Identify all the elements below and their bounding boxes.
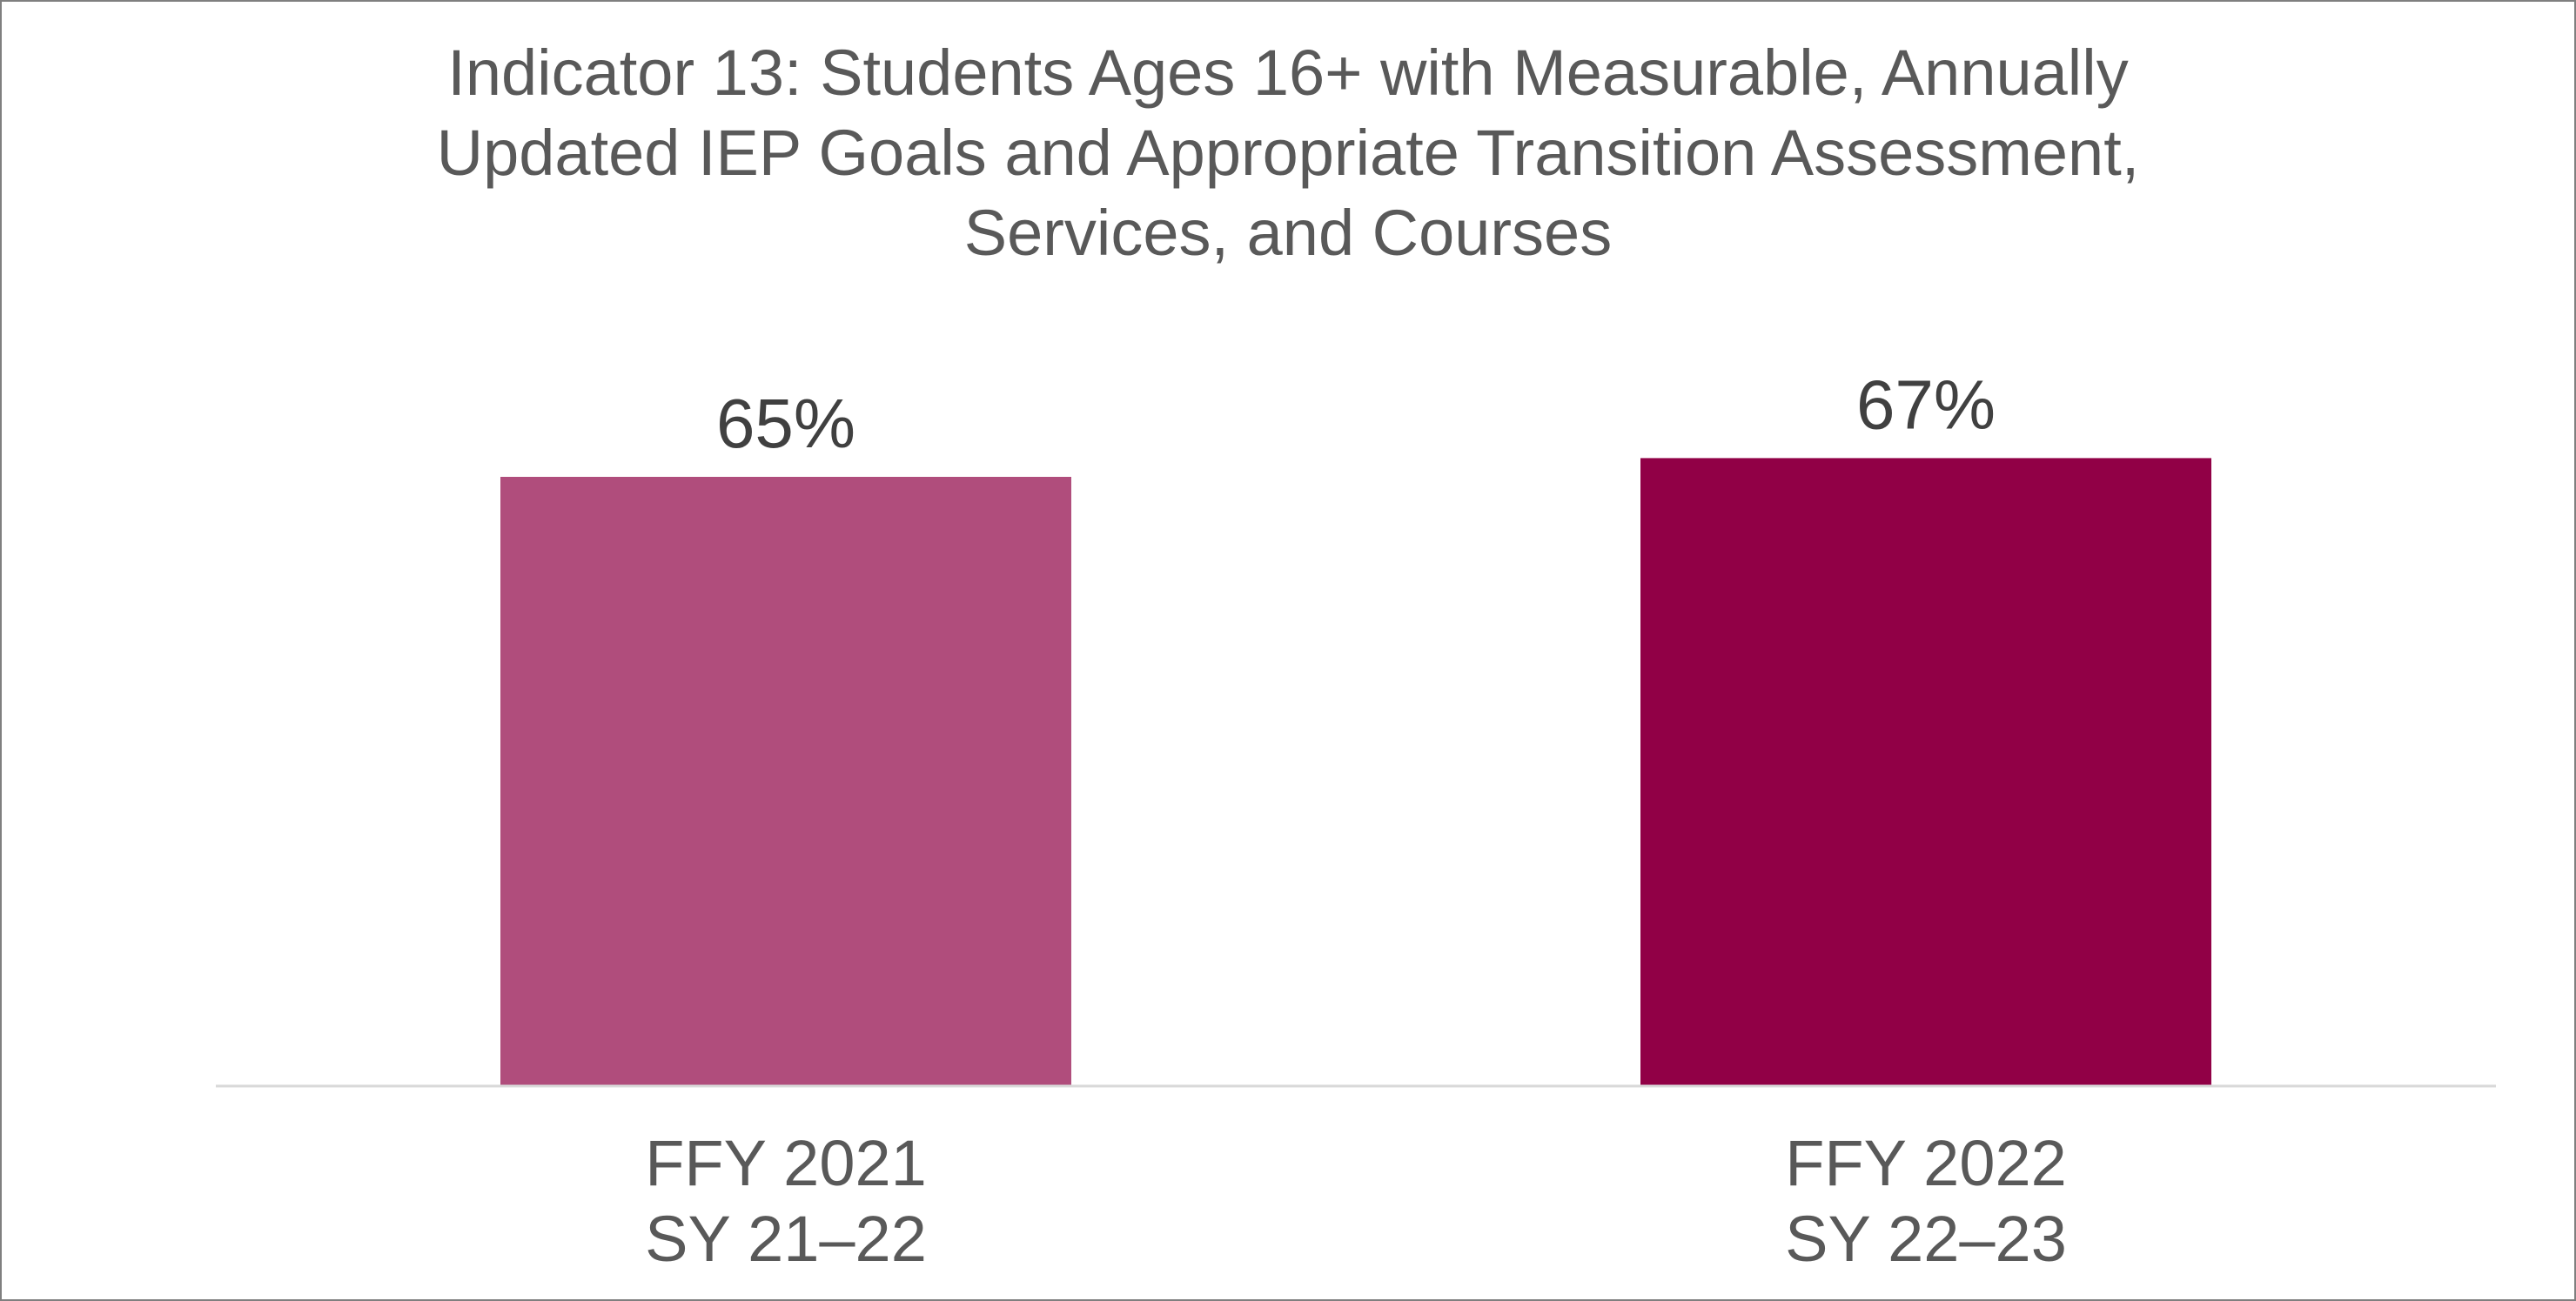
data-label-2: 67% [1856,365,1996,443]
x-tick-label-2-line-1: FFY 2022 [1785,1127,2067,1199]
x-tick-label-1-line-1: FFY 2021 [645,1127,927,1199]
x-tick-label-1-line-2: SY 21–22 [645,1203,927,1275]
data-label-1: 65% [716,385,855,462]
bar-1 [500,476,1071,1086]
chart-title-line-1: Indicator 13: Students Ages 16+ with Mea… [447,37,2129,109]
chart-title: Indicator 13: Students Ages 16+ with Mea… [244,33,2332,273]
bar-2 [1640,458,2211,1086]
chart-title-line-2: Updated IEP Goals and Appropriate Transi… [436,117,2140,189]
chart-title-line-3: Services, and Courses [963,197,1613,269]
x-tick-label-2-line-2: SY 22–23 [1785,1203,2067,1275]
